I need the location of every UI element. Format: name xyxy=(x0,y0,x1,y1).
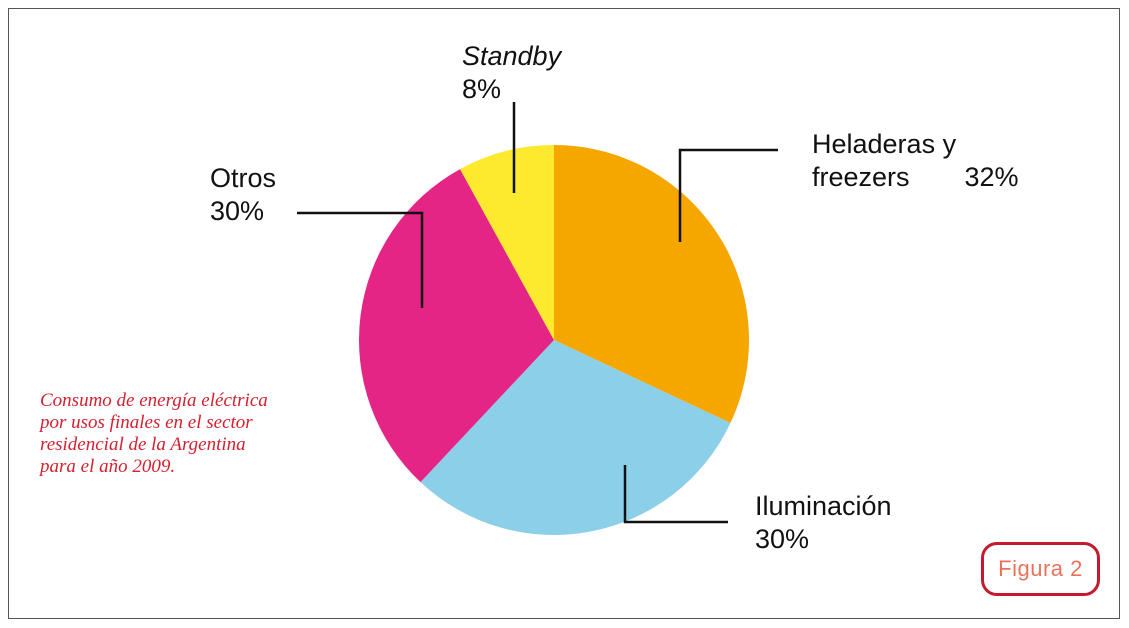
caption: Consumo de energía eléctrica por usos fi… xyxy=(40,390,268,477)
pie-slice xyxy=(554,145,749,424)
category-name: Iluminación xyxy=(755,491,892,521)
value-label: 30% xyxy=(210,196,265,226)
value-label: 30% xyxy=(755,524,810,554)
frame xyxy=(8,8,1120,619)
leader-line xyxy=(623,465,728,524)
category-name: Otros xyxy=(210,163,277,193)
leader-line xyxy=(297,211,424,308)
slice-label: Standby 8% xyxy=(462,40,561,106)
slice-label: Otros 30% xyxy=(210,162,276,228)
pie-slice xyxy=(359,169,554,483)
category-name: Standby xyxy=(462,41,562,71)
value-label: 32% xyxy=(964,162,1019,192)
slice-label: Heladeras y freezers 32% xyxy=(812,128,1019,194)
leader-line xyxy=(678,148,778,242)
pie-slice xyxy=(460,145,554,340)
slice-label: Iluminación 30% xyxy=(755,490,892,556)
category-name: Heladeras y freezers xyxy=(812,129,957,192)
value-label: 8% xyxy=(462,74,502,104)
pie-slice xyxy=(420,340,731,535)
figure-label: Figura 2 xyxy=(981,542,1100,596)
